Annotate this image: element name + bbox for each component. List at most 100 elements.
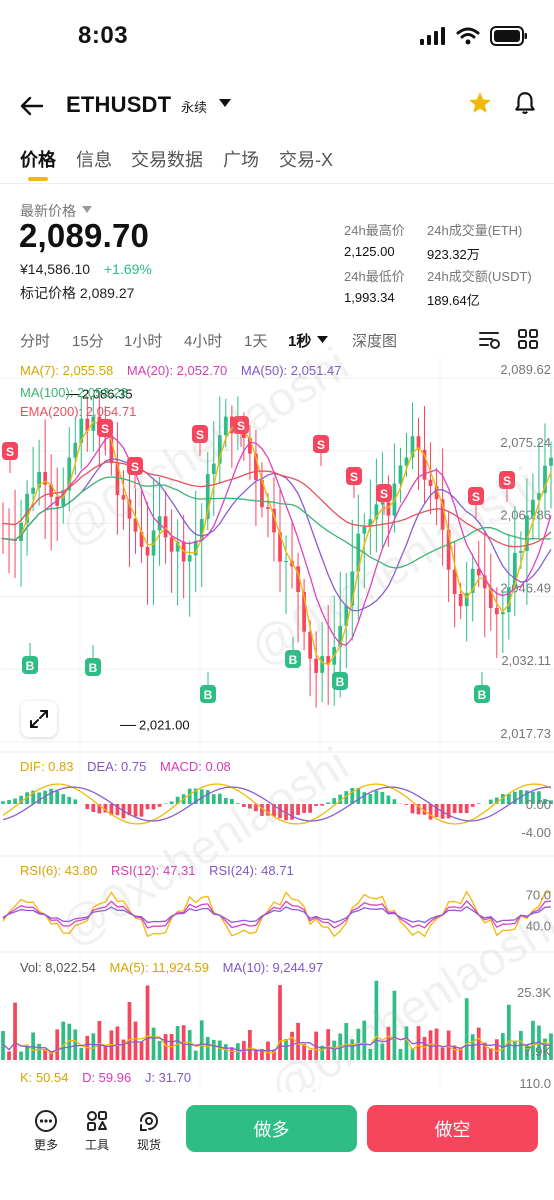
candle-down <box>248 437 252 454</box>
tab-trade-x[interactable]: 交易-X <box>279 150 333 170</box>
vol-ma5-line <box>2 1035 552 1055</box>
volume-bar <box>531 1020 535 1060</box>
layout-grid-icon[interactable] <box>518 329 538 349</box>
dea-line <box>2 786 552 822</box>
buy-marker-label: B <box>89 661 98 675</box>
latest-price-label[interactable]: 最新价格 <box>20 203 76 219</box>
contract-type[interactable]: 永续 <box>181 100 208 115</box>
candle-up <box>151 530 156 556</box>
candle-down <box>314 658 319 673</box>
candle-up <box>362 526 367 534</box>
back-button[interactable] <box>14 88 50 124</box>
candle-down <box>494 607 499 615</box>
candle-down <box>145 546 150 556</box>
candle-up <box>500 612 505 615</box>
buy-marker <box>285 650 301 668</box>
volume-bar <box>392 990 397 1060</box>
volume-bar <box>25 1044 29 1060</box>
notification-button[interactable] <box>512 90 538 121</box>
candle-up <box>211 463 216 475</box>
mark-price: 标记价格 2,089.27 <box>20 285 135 301</box>
timeframe-4h[interactable]: 4小时 <box>184 333 223 350</box>
timeframe-line[interactable]: 分时 <box>20 333 51 350</box>
dif-label: DIF: 0.83 <box>20 759 74 774</box>
candle-up <box>380 502 385 505</box>
sell-marker-label: S <box>101 422 109 436</box>
rsi-tick-label: 40.0 <box>526 918 551 933</box>
volume-bar <box>482 1042 487 1060</box>
wifi-icon <box>456 27 480 45</box>
caret-down-icon[interactable] <box>317 336 328 343</box>
symbol-title[interactable]: ETHUSDT <box>66 92 172 117</box>
chart-canvas[interactable]: 2,089.622,075.242,060.862,046.492,032.11… <box>0 356 554 1091</box>
open-short-button[interactable]: 做空 <box>367 1105 538 1152</box>
volume-bar <box>320 1045 325 1060</box>
volume-bar <box>452 1045 457 1060</box>
vol-ma10-label: MA(10): 9,244.97 <box>222 960 324 975</box>
macd-bar <box>248 804 252 809</box>
timeframe-1h[interactable]: 1小时 <box>124 333 163 350</box>
buy-marker-label: B <box>478 688 487 702</box>
kdj-tick-label: 110.0 <box>519 1076 551 1091</box>
buy-marker <box>200 685 216 703</box>
volume-bar <box>211 1039 216 1060</box>
macd-bar <box>446 804 451 819</box>
stat-label: 24h成交额(USDT) <box>427 269 532 284</box>
open-long-button[interactable]: 做多 <box>186 1105 357 1152</box>
volume-bar <box>284 1039 288 1060</box>
timeframe-depth[interactable]: 深度图 <box>352 333 398 350</box>
macd-bar <box>187 788 192 804</box>
macd-bar <box>278 804 282 819</box>
candle-up <box>175 541 180 552</box>
macd-bar <box>549 800 553 804</box>
macd-bar <box>525 790 529 804</box>
candle-down <box>422 449 427 480</box>
candle-down <box>326 656 331 665</box>
tab-info[interactable]: 信息 <box>76 150 112 170</box>
stat-label: 24h最高价 <box>344 223 405 238</box>
macd-bar <box>386 795 391 804</box>
spot-label: 现货 <box>136 1138 161 1152</box>
caret-down-icon[interactable] <box>219 99 231 107</box>
volume-bar <box>1 1031 5 1060</box>
kline-chart[interactable]: 2,089.62 2,075.24 2,060.86 2,046.49 2,032.11… <box>0 356 554 1091</box>
macd-bar <box>458 804 463 814</box>
vol-tick-label: 7.9K <box>524 1044 551 1059</box>
tab-square[interactable]: 广场 <box>223 150 259 170</box>
macd-bar <box>235 803 240 804</box>
low-marker-label: 2,021.00 <box>139 717 190 732</box>
candle-down <box>229 416 234 434</box>
tools-button[interactable]: 工具 <box>77 1108 117 1153</box>
volume-bar <box>157 1040 162 1060</box>
volume-bar <box>278 985 282 1060</box>
buy-marker-label: B <box>336 675 345 689</box>
candle-up <box>537 493 541 500</box>
buy-marker <box>85 658 101 676</box>
caret-down-icon[interactable] <box>82 206 92 213</box>
indicator-settings-icon[interactable] <box>478 329 502 351</box>
macd-bar <box>488 799 493 804</box>
macd-bar <box>145 804 150 810</box>
volume-bar <box>464 998 469 1060</box>
vol-label: Vol: 8,022.54 <box>20 960 96 975</box>
sell-marker <box>376 484 392 502</box>
fullscreen-button[interactable] <box>21 701 57 737</box>
timeframe-15m[interactable]: 15分 <box>72 333 104 350</box>
more-button[interactable]: 更多 <box>26 1108 66 1153</box>
macd-bar <box>73 799 78 804</box>
tab-price[interactable]: 价格 <box>20 150 56 170</box>
volume-bar <box>193 1050 198 1060</box>
spot-button[interactable]: 现货 <box>129 1108 169 1153</box>
volume-bar <box>296 1022 300 1060</box>
volume-bar <box>61 1021 66 1060</box>
tab-trading-data[interactable]: 交易数据 <box>131 150 203 170</box>
macd-bar <box>302 804 306 813</box>
favorite-button[interactable] <box>467 90 493 121</box>
volume-bar <box>19 1051 23 1060</box>
timeframe-1s[interactable]: 1秒 <box>288 333 312 350</box>
macd-bar <box>223 797 228 804</box>
timeframe-1d[interactable]: 1天 <box>244 333 268 350</box>
volume-bar <box>115 1026 120 1060</box>
candle-up <box>531 499 535 516</box>
buy-marker-label: B <box>204 688 213 702</box>
